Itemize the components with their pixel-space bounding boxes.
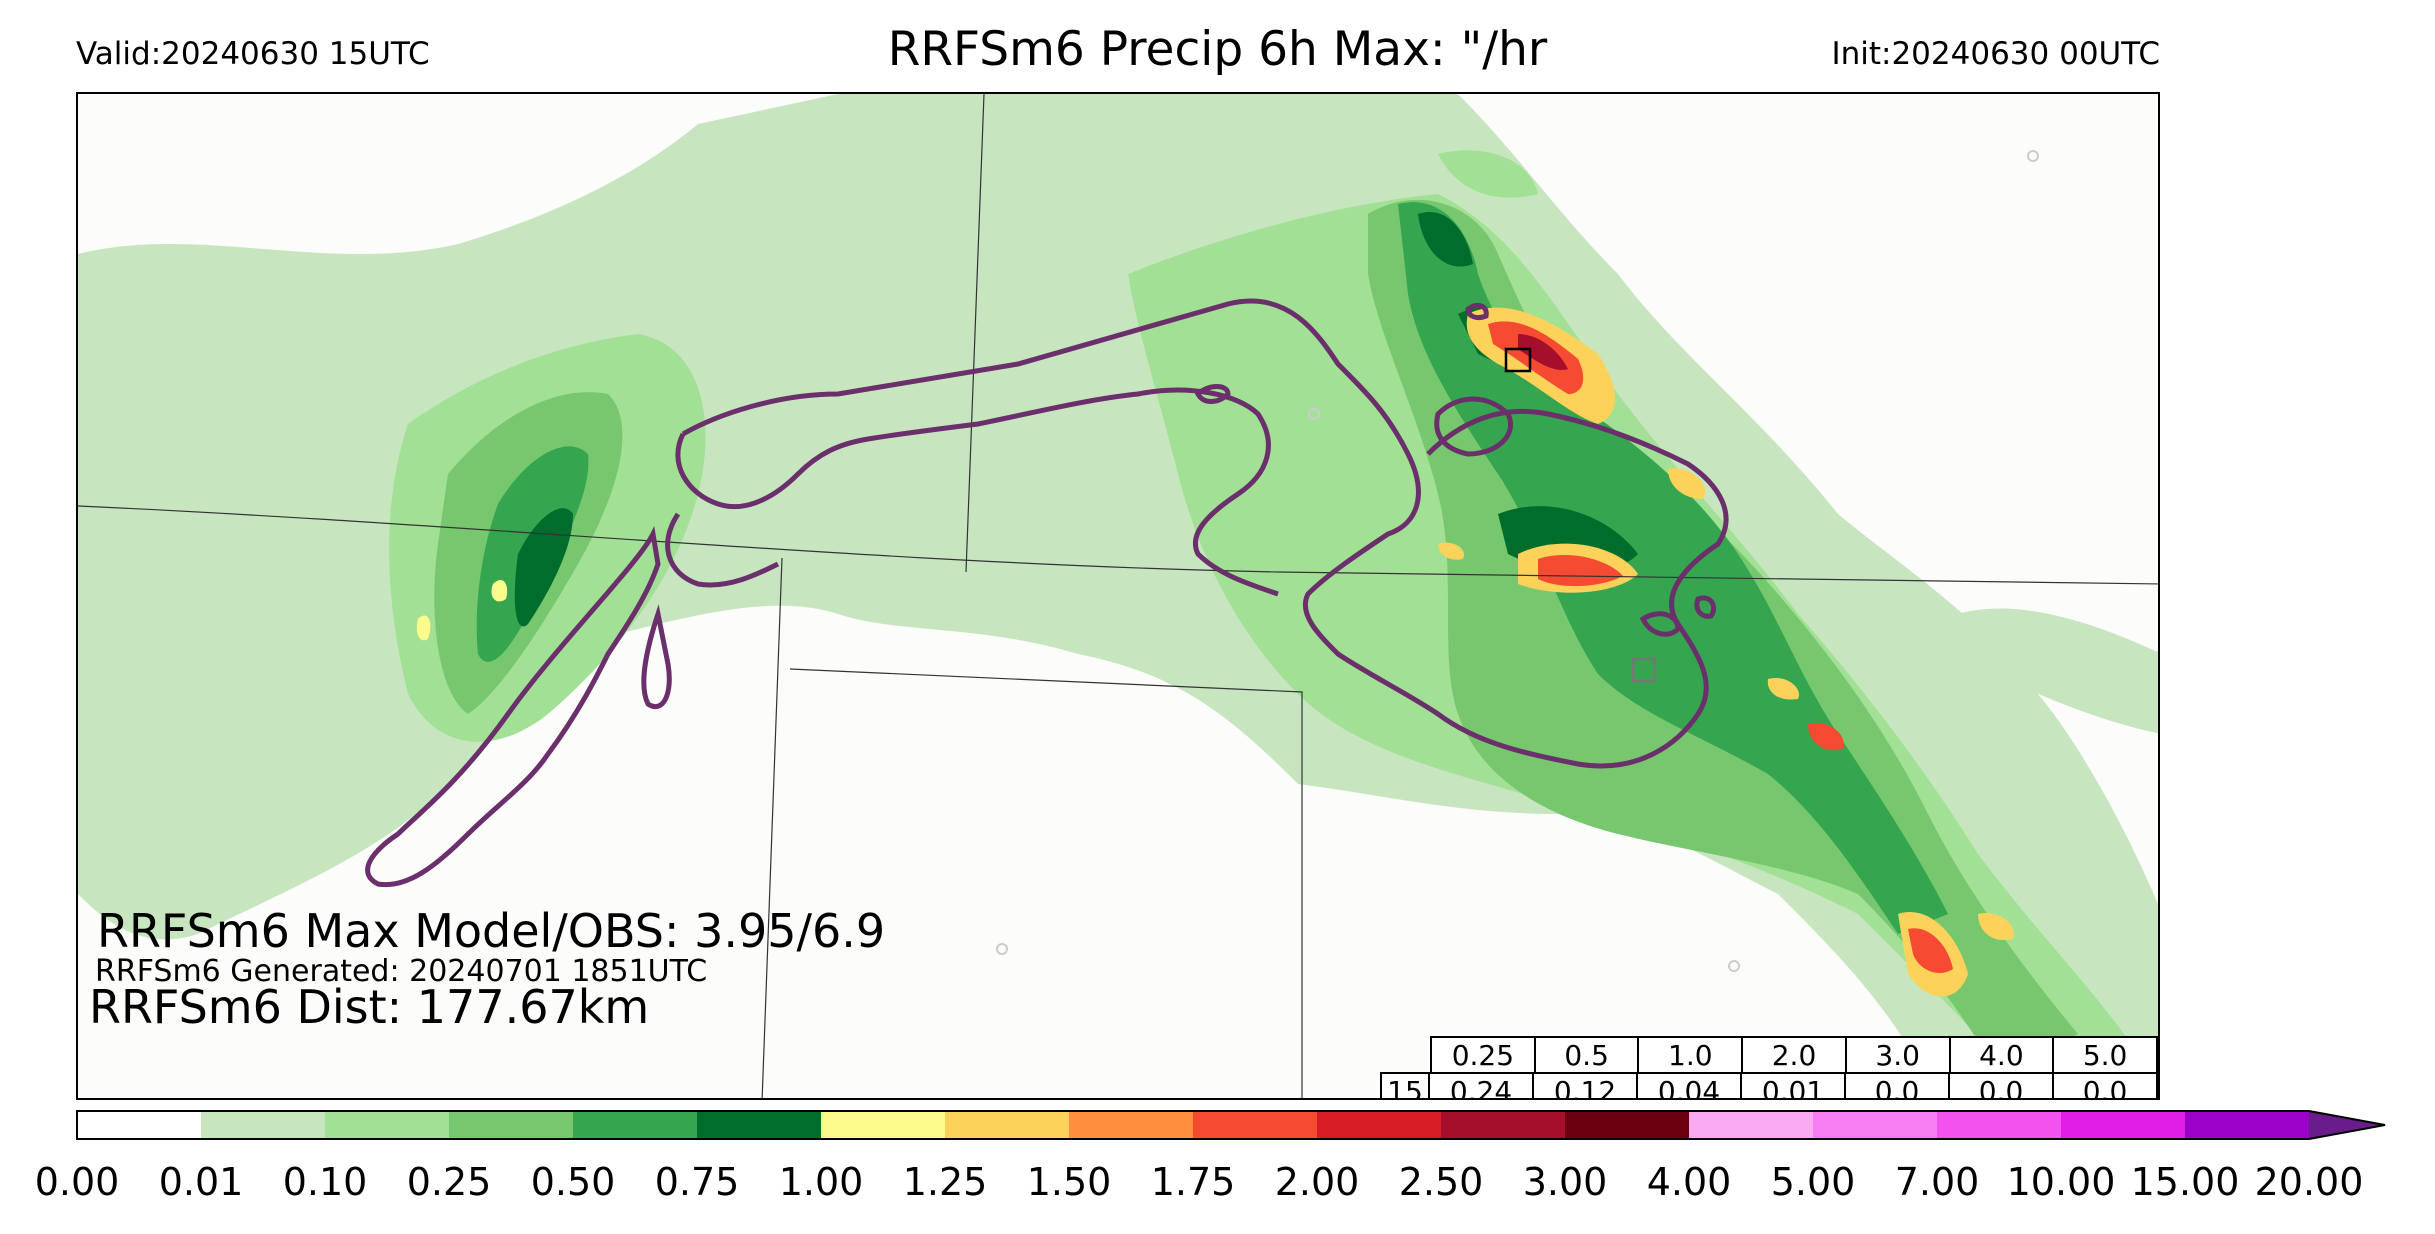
threshold-value-cell: 0.04 xyxy=(1636,1072,1742,1098)
map-canvas xyxy=(78,94,2158,1098)
init-time-label: Init:20240630 00UTC xyxy=(1831,36,2160,72)
threshold-cell: 4.0 xyxy=(1948,1036,2055,1074)
colorbar-segment xyxy=(325,1111,449,1139)
colorbar-tick-label: 2.00 xyxy=(1274,1160,1360,1204)
threshold-value-cell: 0.12 xyxy=(1532,1072,1638,1098)
colorbar-tick-label: 0.00 xyxy=(34,1160,120,1204)
max-model-obs-stat: RRFSm6 Max Model/OBS: 3.95/6.9 xyxy=(97,904,886,958)
colorbar-tick-label: 0.75 xyxy=(654,1160,740,1204)
colorbar-tick-label: 7.00 xyxy=(1894,1160,1980,1204)
threshold-value-cell: 0.01 xyxy=(1740,1072,1846,1098)
colorbar-segment xyxy=(697,1111,821,1139)
colorbar-tick-label: 20.00 xyxy=(2254,1160,2364,1204)
threshold-values-table: 15 0.24 0.12 0.04 0.01 0.0 0.0 0.0 xyxy=(1380,1072,2158,1098)
colorbar-segment xyxy=(77,1111,201,1139)
obs-contours xyxy=(365,298,1729,888)
threshold-value-cell: 0.0 xyxy=(1948,1072,2054,1098)
threshold-value-cell: 0.0 xyxy=(1844,1072,1950,1098)
threshold-value-cell: 0.0 xyxy=(2052,1072,2158,1098)
colorbar-tick-label: 10.00 xyxy=(2006,1160,2116,1204)
colorbar-tick-label: 15.00 xyxy=(2130,1160,2240,1204)
threshold-cell: 3.0 xyxy=(1844,1036,1951,1074)
forecast-hour-cell: 15 xyxy=(1380,1072,1430,1098)
colorbar-segment xyxy=(1317,1111,1441,1139)
colorbar-outline xyxy=(76,1110,2386,1140)
generated-stat: RRFSm6 Generated: 20240701 1851UTC xyxy=(95,954,708,989)
obs-max-marker xyxy=(1504,347,1532,373)
city-markers xyxy=(996,150,2039,972)
threshold-cell: 1.0 xyxy=(1637,1036,1744,1074)
threshold-header-table: 0.25 0.5 1.0 2.0 3.0 4.0 5.0 xyxy=(1430,1036,2158,1074)
valid-time-label: Valid:20240630 15UTC xyxy=(76,36,430,72)
precip-cores xyxy=(416,307,2014,997)
colorbar xyxy=(76,1110,2386,1140)
precip-map: RRFSm6 Max Model/OBS: 3.95/6.9 RRFSm6 Ge… xyxy=(76,92,2160,1100)
colorbar-tick-label: 5.00 xyxy=(1770,1160,1856,1204)
distance-stat: RRFSm6 Dist: 177.67km xyxy=(89,980,650,1034)
threshold-cell: 0.5 xyxy=(1533,1036,1640,1074)
colorbar-segment xyxy=(1193,1111,1317,1139)
colorbar-segment xyxy=(2061,1111,2185,1139)
colorbar-extend-arrow xyxy=(2309,1111,2385,1139)
colorbar-segment xyxy=(1441,1111,1565,1139)
colorbar-tick-label: 0.01 xyxy=(158,1160,244,1204)
map-title: RRFSm6 Precip 6h Max: "/hr xyxy=(887,22,1548,77)
colorbar-segment xyxy=(945,1111,1069,1139)
colorbar-tick-label: 2.50 xyxy=(1398,1160,1484,1204)
colorbar-tick-label: 1.50 xyxy=(1026,1160,1112,1204)
threshold-value-cell: 0.24 xyxy=(1428,1072,1534,1098)
colorbar-segment xyxy=(573,1111,697,1139)
colorbar-segment xyxy=(1937,1111,2061,1139)
threshold-cell: 2.0 xyxy=(1741,1036,1847,1074)
colorbar-tick-label: 1.75 xyxy=(1150,1160,1236,1204)
colorbar-tick-label: 0.25 xyxy=(406,1160,492,1204)
colorbar-segment xyxy=(821,1111,945,1139)
colorbar-segment xyxy=(201,1111,325,1139)
colorbar-segment xyxy=(449,1111,573,1139)
colorbar-segment xyxy=(1069,1111,1193,1139)
colorbar-segment xyxy=(1565,1111,1689,1139)
colorbar-tick-label: 3.00 xyxy=(1522,1160,1608,1204)
colorbar-tick-label: 0.10 xyxy=(282,1160,368,1204)
colorbar-tick-label: 4.00 xyxy=(1646,1160,1732,1204)
threshold-cell: 0.25 xyxy=(1430,1036,1536,1074)
colorbar-tick-label: 1.25 xyxy=(902,1160,988,1204)
colorbar-segment xyxy=(1813,1111,1937,1139)
colorbar-tick-label: 1.00 xyxy=(778,1160,864,1204)
colorbar-segment xyxy=(1689,1111,1813,1139)
model-max-marker xyxy=(1631,657,1657,683)
colorbar-tick-label: 0.50 xyxy=(530,1160,616,1204)
colorbar-segment xyxy=(2185,1111,2309,1139)
threshold-cell: 5.0 xyxy=(2052,1036,2158,1074)
state-boundaries xyxy=(78,94,2158,1098)
